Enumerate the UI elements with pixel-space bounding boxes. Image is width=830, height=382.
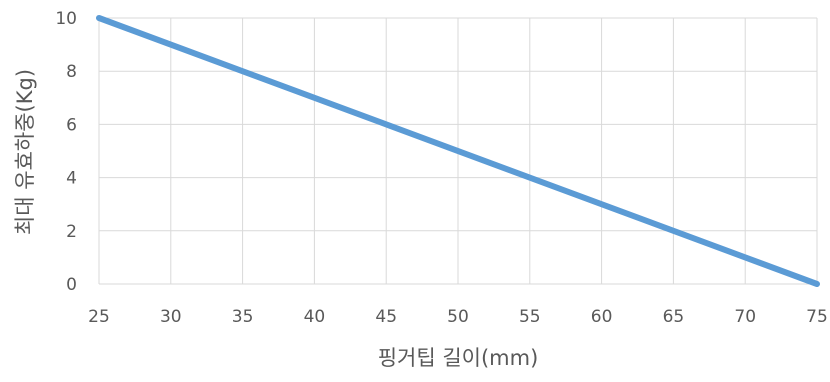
y-axis-title: 최대 유효하중(Kg) [13, 69, 37, 235]
x-tick-label: 60 [591, 307, 613, 327]
x-tick-label: 35 [232, 307, 254, 327]
x-tick-label: 70 [734, 307, 756, 327]
y-tick-label: 10 [55, 9, 77, 29]
x-tick-label: 40 [304, 307, 326, 327]
series-layer [96, 15, 820, 287]
y-tick-label: 6 [66, 115, 77, 135]
x-tick-label: 75 [806, 307, 828, 327]
x-tick-label: 25 [88, 307, 110, 327]
x-axis-title: 핑거팁 길이(mm) [378, 346, 539, 370]
y-tick-label: 4 [66, 169, 77, 189]
y-tick-label: 2 [66, 222, 77, 242]
x-tick-label: 50 [447, 307, 469, 327]
x-axis-ticks: 25 30 35 40 45 50 55 60 65 70 75 [88, 307, 828, 327]
grid-lines [98, 17, 818, 285]
series-line [96, 15, 820, 287]
x-tick-label: 45 [375, 307, 397, 327]
y-tick-label: 0 [66, 275, 77, 295]
y-axis-ticks: 0 2 4 6 8 10 [55, 9, 77, 295]
x-tick-label: 65 [663, 307, 685, 327]
y-tick-label: 8 [66, 62, 77, 82]
x-tick-label: 30 [160, 307, 182, 327]
x-tick-label: 55 [519, 307, 541, 327]
